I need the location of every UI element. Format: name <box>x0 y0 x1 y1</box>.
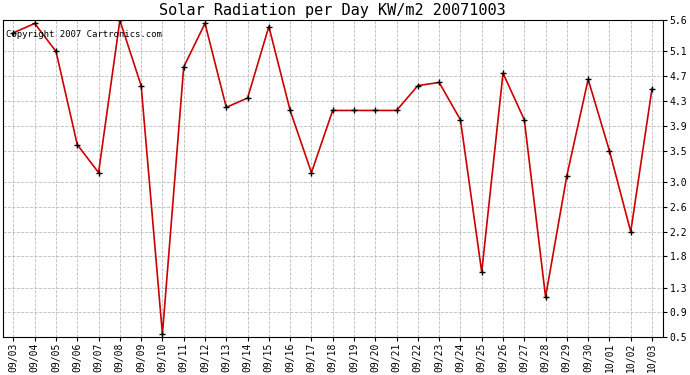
Title: Solar Radiation per Day KW/m2 20071003: Solar Radiation per Day KW/m2 20071003 <box>159 3 506 18</box>
Text: Copyright 2007 Cartronics.com: Copyright 2007 Cartronics.com <box>6 30 162 39</box>
